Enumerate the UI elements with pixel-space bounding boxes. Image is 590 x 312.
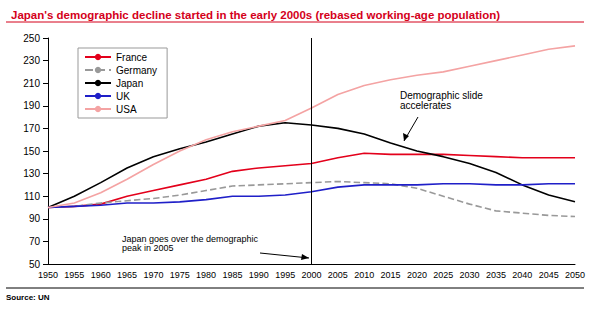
svg-text:2015: 2015 [381, 270, 401, 280]
svg-text:2000: 2000 [301, 270, 321, 280]
svg-text:70: 70 [29, 236, 41, 247]
svg-text:1990: 1990 [249, 270, 269, 280]
svg-text:Germany: Germany [116, 65, 157, 76]
svg-text:2030: 2030 [460, 270, 480, 280]
svg-text:2035: 2035 [486, 270, 506, 280]
svg-text:USA: USA [116, 104, 137, 115]
svg-text:110: 110 [24, 191, 40, 202]
svg-text:2010: 2010 [354, 270, 374, 280]
svg-text:50: 50 [29, 259, 41, 270]
svg-text:Demographic slide: Demographic slide [400, 89, 486, 101]
svg-text:UK: UK [116, 91, 130, 102]
svg-text:accelerates: accelerates [400, 100, 451, 111]
svg-text:Japan's demographic decline st: Japan's demographic decline started in t… [11, 9, 500, 21]
svg-text:1995: 1995 [275, 270, 295, 280]
svg-text:2040: 2040 [512, 270, 532, 280]
svg-text:Japan: Japan [116, 78, 143, 89]
svg-text:210: 210 [23, 78, 40, 89]
svg-text:2025: 2025 [433, 270, 453, 280]
svg-text:1960: 1960 [91, 270, 111, 280]
svg-text:1965: 1965 [117, 270, 137, 280]
svg-text:France: France [116, 52, 148, 63]
svg-text:170: 170 [23, 123, 40, 134]
svg-text:1970: 1970 [143, 270, 163, 280]
svg-text:130: 130 [23, 168, 40, 179]
svg-text:2050: 2050 [565, 270, 585, 280]
svg-text:90: 90 [29, 213, 41, 224]
svg-text:Source: UN: Source: UN [6, 293, 50, 302]
svg-text:2045: 2045 [539, 270, 559, 280]
svg-text:1980: 1980 [196, 270, 216, 280]
svg-text:1985: 1985 [222, 270, 242, 280]
svg-text:250: 250 [23, 33, 40, 44]
svg-text:1950: 1950 [38, 270, 58, 280]
svg-text:150: 150 [23, 146, 40, 157]
svg-text:2005: 2005 [328, 270, 348, 280]
svg-text:190: 190 [23, 100, 40, 111]
svg-text:Japan goes over the demographi: Japan goes over the demographic [122, 233, 261, 244]
svg-text:1975: 1975 [170, 270, 190, 280]
svg-text:peak in 2005: peak in 2005 [122, 243, 174, 253]
svg-text:2020: 2020 [407, 270, 427, 280]
svg-text:230: 230 [23, 55, 40, 66]
svg-text:1955: 1955 [64, 270, 84, 280]
